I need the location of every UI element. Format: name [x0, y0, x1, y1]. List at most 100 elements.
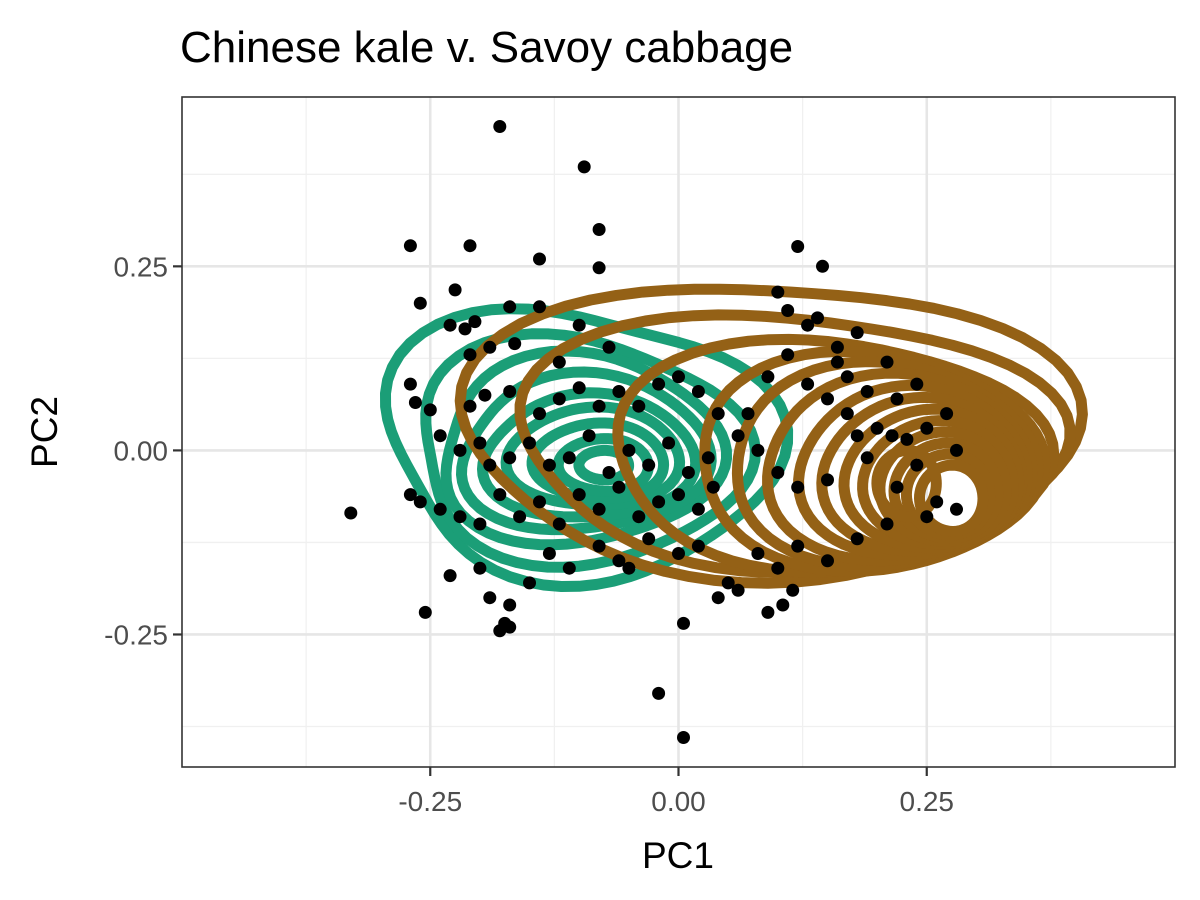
data-point — [423, 403, 437, 417]
data-point — [473, 517, 487, 531]
data-point — [463, 348, 477, 362]
data-point — [483, 458, 497, 472]
data-point — [691, 539, 705, 553]
data-point — [681, 466, 695, 479]
data-point — [403, 377, 417, 391]
data-point — [880, 517, 894, 531]
data-point — [508, 337, 522, 351]
data-point — [478, 388, 492, 402]
data-point — [612, 385, 626, 398]
contour-series-1-level-8 — [552, 433, 654, 497]
data-point — [890, 480, 904, 494]
data-point — [706, 480, 720, 494]
data-point — [483, 340, 497, 354]
x-tick-label: 0.25 — [900, 786, 955, 817]
data-point — [443, 318, 457, 332]
data-point — [801, 318, 815, 332]
data-point — [731, 583, 745, 597]
data-point — [344, 506, 358, 520]
data-point — [811, 311, 824, 325]
data-point — [771, 466, 785, 479]
data-point — [602, 466, 616, 479]
contour-series-1-level-2 — [420, 328, 761, 573]
data-point — [552, 517, 566, 531]
data-point — [413, 495, 427, 509]
data-point — [701, 451, 715, 465]
x-tick-label: 0.00 — [651, 786, 706, 817]
data-point — [642, 458, 656, 472]
data-point — [840, 407, 854, 421]
data-point — [791, 240, 805, 253]
data-point — [860, 385, 874, 398]
data-point — [781, 348, 795, 362]
data-point — [503, 300, 517, 314]
data-points — [344, 120, 963, 744]
data-point — [652, 377, 666, 391]
data-point — [552, 392, 566, 406]
data-point — [850, 429, 864, 443]
data-point — [791, 480, 805, 494]
data-point — [592, 261, 606, 275]
data-point — [632, 399, 646, 413]
data-point — [890, 392, 904, 406]
data-point — [930, 495, 944, 509]
data-point — [592, 502, 606, 516]
data-point — [408, 396, 422, 409]
data-point — [453, 510, 467, 524]
data-point — [448, 283, 462, 297]
data-point — [731, 429, 745, 443]
data-point — [751, 443, 765, 457]
data-point — [721, 576, 735, 590]
y-tick-label: -0.25 — [104, 619, 168, 650]
data-point — [483, 591, 497, 605]
data-point — [418, 605, 432, 619]
y-tick-label: 0.25 — [114, 251, 169, 282]
data-point — [473, 561, 487, 575]
data-point — [691, 502, 705, 516]
data-point — [403, 488, 417, 502]
data-point — [821, 554, 834, 568]
contour-series-1-level-7 — [526, 417, 670, 504]
data-point — [453, 443, 467, 457]
data-point — [850, 326, 864, 340]
data-point — [801, 377, 815, 391]
data-point — [602, 340, 616, 354]
data-point — [771, 561, 785, 575]
data-point — [920, 421, 934, 435]
data-point — [850, 532, 864, 546]
data-point — [840, 370, 854, 384]
x-tick-label: -0.25 — [398, 786, 462, 817]
data-point — [577, 160, 591, 174]
data-point — [468, 315, 482, 329]
data-point — [592, 539, 606, 553]
data-point — [523, 576, 536, 590]
data-point — [562, 561, 576, 575]
data-point — [493, 488, 507, 502]
data-point — [821, 392, 834, 406]
data-point — [741, 407, 755, 421]
data-point — [463, 239, 477, 253]
data-point — [860, 451, 874, 465]
data-point — [533, 300, 546, 314]
data-point — [572, 381, 586, 395]
data-point — [751, 547, 765, 560]
y-axis-title: PC2 — [24, 396, 65, 468]
data-point — [761, 370, 775, 384]
data-point — [622, 443, 636, 457]
data-point — [542, 547, 556, 560]
data-point — [776, 598, 790, 612]
data-point — [771, 285, 785, 299]
data-point — [493, 120, 507, 133]
data-point — [443, 569, 457, 583]
data-point — [503, 620, 517, 634]
data-point — [761, 605, 775, 619]
data-point — [458, 322, 472, 336]
data-point — [950, 502, 963, 516]
data-point — [910, 377, 924, 391]
data-point — [786, 583, 800, 597]
data-point — [552, 355, 566, 369]
data-point — [642, 532, 656, 546]
data-point — [612, 480, 626, 494]
data-point — [672, 370, 685, 384]
data-point — [910, 458, 924, 472]
